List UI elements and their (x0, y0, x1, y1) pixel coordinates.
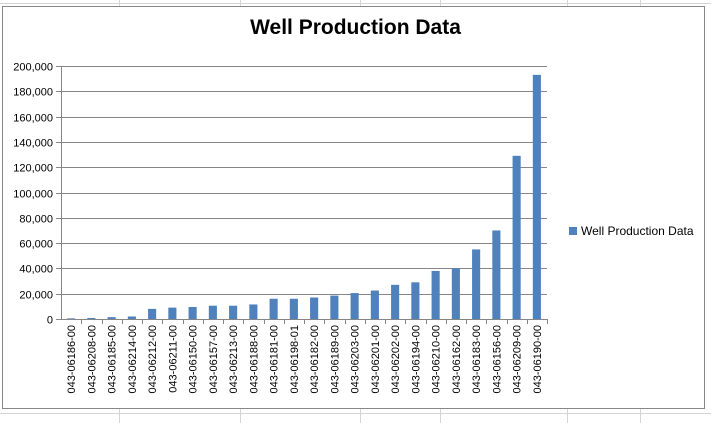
x-tick-label: 043-06183-00 (471, 325, 483, 394)
x-tick-label: 043-06189-00 (329, 325, 341, 394)
x-tick-label: 043-06201-00 (370, 325, 382, 394)
chart-area[interactable] (2, 6, 705, 409)
bar (269, 298, 278, 319)
bar (370, 290, 379, 319)
bar (431, 270, 440, 319)
y-tick-label: 120,000 (13, 163, 53, 175)
bar (188, 306, 197, 319)
bar (451, 268, 460, 319)
y-tick-label: 0 (47, 315, 53, 327)
x-tick-label: 043-06182-00 (309, 325, 321, 394)
bar (67, 318, 76, 319)
x-tick-label: 043-06188-00 (248, 325, 260, 394)
bar (350, 293, 359, 319)
legend-label: Well Production Data (581, 224, 694, 238)
y-tick-label: 40,000 (19, 264, 53, 276)
bar (249, 304, 258, 319)
x-tick-label: 043-06202-00 (390, 325, 402, 394)
bar (391, 284, 400, 319)
chart-title: Well Production Data (250, 16, 461, 39)
bar (472, 249, 481, 319)
y-tick-label: 180,000 (13, 87, 53, 99)
x-tick-label: 043-06150-00 (188, 325, 200, 394)
bar (148, 308, 157, 319)
bar (512, 155, 521, 319)
bar (289, 298, 298, 319)
bar (532, 74, 541, 319)
x-tick-label: 043-06212-00 (147, 325, 159, 394)
bar (127, 316, 136, 319)
bar (208, 305, 217, 319)
y-tick-label: 200,000 (13, 62, 53, 74)
bar (492, 230, 501, 319)
x-tick-label: 043-06194-00 (410, 325, 422, 394)
bar (411, 282, 420, 319)
y-tick-label: 80,000 (19, 214, 53, 226)
x-tick-label: 043-06162-00 (451, 325, 463, 394)
bar (330, 295, 339, 319)
x-tick-label: 043-06214-00 (127, 325, 139, 394)
x-tick-label: 043-06208-00 (86, 325, 98, 394)
x-tick-label: 043-06190-00 (532, 325, 544, 394)
x-tick-label: 043-06213-00 (228, 325, 240, 394)
x-tick-label: 043-06210-00 (431, 325, 443, 394)
y-tick-label: 60,000 (19, 239, 53, 251)
bar (168, 307, 177, 319)
y-tick-label: 160,000 (13, 113, 53, 125)
bar (229, 305, 238, 319)
x-tick-label: 043-06157-00 (208, 325, 220, 394)
x-tick-label: 043-06186-00 (66, 325, 78, 394)
x-tick-label: 043-06185-00 (107, 325, 119, 394)
bar (310, 297, 319, 319)
x-tick-label: 043-06198-01 (289, 325, 301, 394)
y-tick-label: 100,000 (13, 189, 53, 201)
y-tick-label: 20,000 (19, 290, 53, 302)
bar (87, 317, 96, 319)
x-tick-label: 043-06209-00 (512, 325, 524, 394)
x-tick-label: 043-06181-00 (269, 325, 281, 394)
x-tick-label: 043-06203-00 (350, 325, 362, 394)
bar (107, 317, 116, 319)
y-tick-label: 140,000 (13, 138, 53, 150)
x-tick-label: 043-06156-00 (491, 325, 503, 394)
x-tick-label: 043-06211-00 (167, 325, 179, 393)
legend-swatch (569, 227, 577, 235)
